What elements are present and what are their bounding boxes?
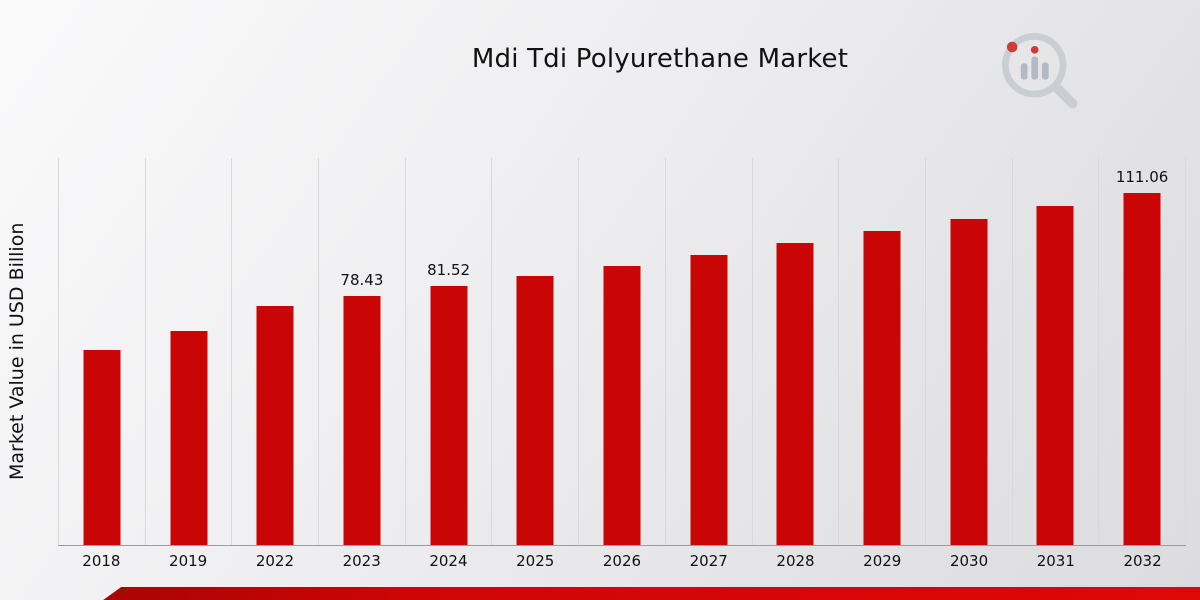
plot-area: 78.43 81.52 111.06 bbox=[58, 158, 1186, 546]
bar-2024 bbox=[430, 286, 468, 545]
x-tick-label-2031: 2031 bbox=[1036, 552, 1075, 570]
bar-column-2032: 111.06 bbox=[1098, 158, 1186, 545]
chart-title: Mdi Tdi Polyurethane Market bbox=[471, 44, 849, 74]
bar-column-2023: 78.43 bbox=[318, 158, 405, 545]
bar-2031 bbox=[1036, 206, 1074, 545]
bottom-red-ribbon bbox=[103, 587, 1200, 600]
bar-2026 bbox=[603, 266, 641, 545]
x-tick-label-2029: 2029 bbox=[863, 552, 902, 570]
x-tick-label-2027: 2027 bbox=[689, 552, 728, 570]
bar-value-label-2023: 78.43 bbox=[340, 271, 384, 289]
y-axis-title: Market Value in USD Billion bbox=[6, 222, 28, 481]
bar-column-2024: 81.52 bbox=[404, 158, 492, 545]
bar-2028 bbox=[776, 243, 814, 545]
x-tick-label-2024: 2024 bbox=[429, 552, 468, 570]
x-tick-label-2026: 2026 bbox=[602, 552, 642, 570]
bar-column-2022 bbox=[231, 158, 318, 545]
bar-2032 bbox=[1123, 193, 1161, 545]
bar-column-2028 bbox=[751, 158, 839, 545]
x-tick-label-2018: 2018 bbox=[82, 552, 121, 570]
x-tick-label-2030: 2030 bbox=[949, 552, 989, 570]
bar-column-2027 bbox=[664, 158, 752, 545]
bar-value-label-2032: 111.06 bbox=[1115, 168, 1169, 186]
market-research-magnifier-logo-icon bbox=[1002, 33, 1078, 109]
bar-2030 bbox=[950, 219, 988, 545]
bar-2027 bbox=[690, 255, 728, 545]
bar-2022 bbox=[256, 306, 294, 545]
bar-column-2026 bbox=[578, 158, 665, 545]
x-tick-label-2023: 2023 bbox=[342, 552, 381, 570]
bar-column-2029 bbox=[838, 158, 925, 545]
bar-2025 bbox=[516, 276, 554, 545]
bar-2029 bbox=[863, 231, 901, 545]
bar-value-label-2024: 81.52 bbox=[427, 261, 471, 279]
bar-column-2025 bbox=[491, 158, 578, 545]
bar-2019 bbox=[170, 331, 208, 545]
bar-column-2031 bbox=[1011, 158, 1099, 545]
bar-2018 bbox=[83, 350, 121, 545]
x-tick-label-2028: 2028 bbox=[776, 552, 815, 570]
bar-2023 bbox=[343, 296, 381, 545]
x-tick-label-2025: 2025 bbox=[516, 552, 555, 570]
x-tick-label-2032: 2032 bbox=[1123, 552, 1162, 570]
x-tick-label-2022: 2022 bbox=[255, 552, 294, 570]
x-axis-labels: 2018 2019 2022 2023 2024 2025 2026 2027 2028 2029… bbox=[58, 552, 1186, 570]
x-tick-label-2019: 2019 bbox=[169, 552, 208, 570]
bar-column-2019 bbox=[144, 158, 232, 545]
bar-column-2030 bbox=[924, 158, 1012, 545]
bar-column-2018 bbox=[58, 158, 145, 545]
